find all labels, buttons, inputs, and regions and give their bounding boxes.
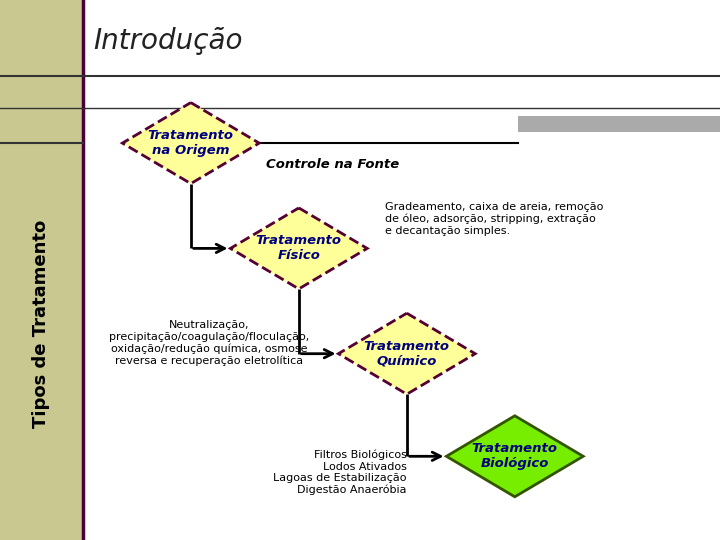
Text: Tipos de Tratamento: Tipos de Tratamento: [32, 220, 50, 428]
Text: Filtros Biológicos
Lodos Ativados
Lagoas de Estabilização
Digestão Anaeróbia: Filtros Biológicos Lodos Ativados Lagoas…: [274, 449, 407, 496]
Polygon shape: [230, 208, 367, 289]
Text: Tratamento
Químico: Tratamento Químico: [364, 340, 450, 368]
Polygon shape: [446, 416, 583, 497]
Bar: [518, 116, 720, 132]
Text: Introdução: Introdução: [94, 27, 243, 55]
Text: Gradeamento, caixa de areia, remoção
de óleo, adsorção, stripping, extração
e de: Gradeamento, caixa de areia, remoção de …: [385, 202, 603, 235]
Text: Controle na Fonte: Controle na Fonte: [266, 158, 400, 171]
Bar: [0, 0, 83, 540]
Text: Tratamento
Físico: Tratamento Físico: [256, 234, 342, 262]
Text: Tratamento
Biológico: Tratamento Biológico: [472, 442, 558, 470]
Polygon shape: [122, 103, 259, 184]
Text: Neutralização,
precipitação/coagulação/floculação,
oxidação/redução química, osm: Neutralização, precipitação/coagulação/f…: [109, 320, 309, 366]
Polygon shape: [338, 313, 475, 394]
Text: Tratamento
na Origem: Tratamento na Origem: [148, 129, 234, 157]
